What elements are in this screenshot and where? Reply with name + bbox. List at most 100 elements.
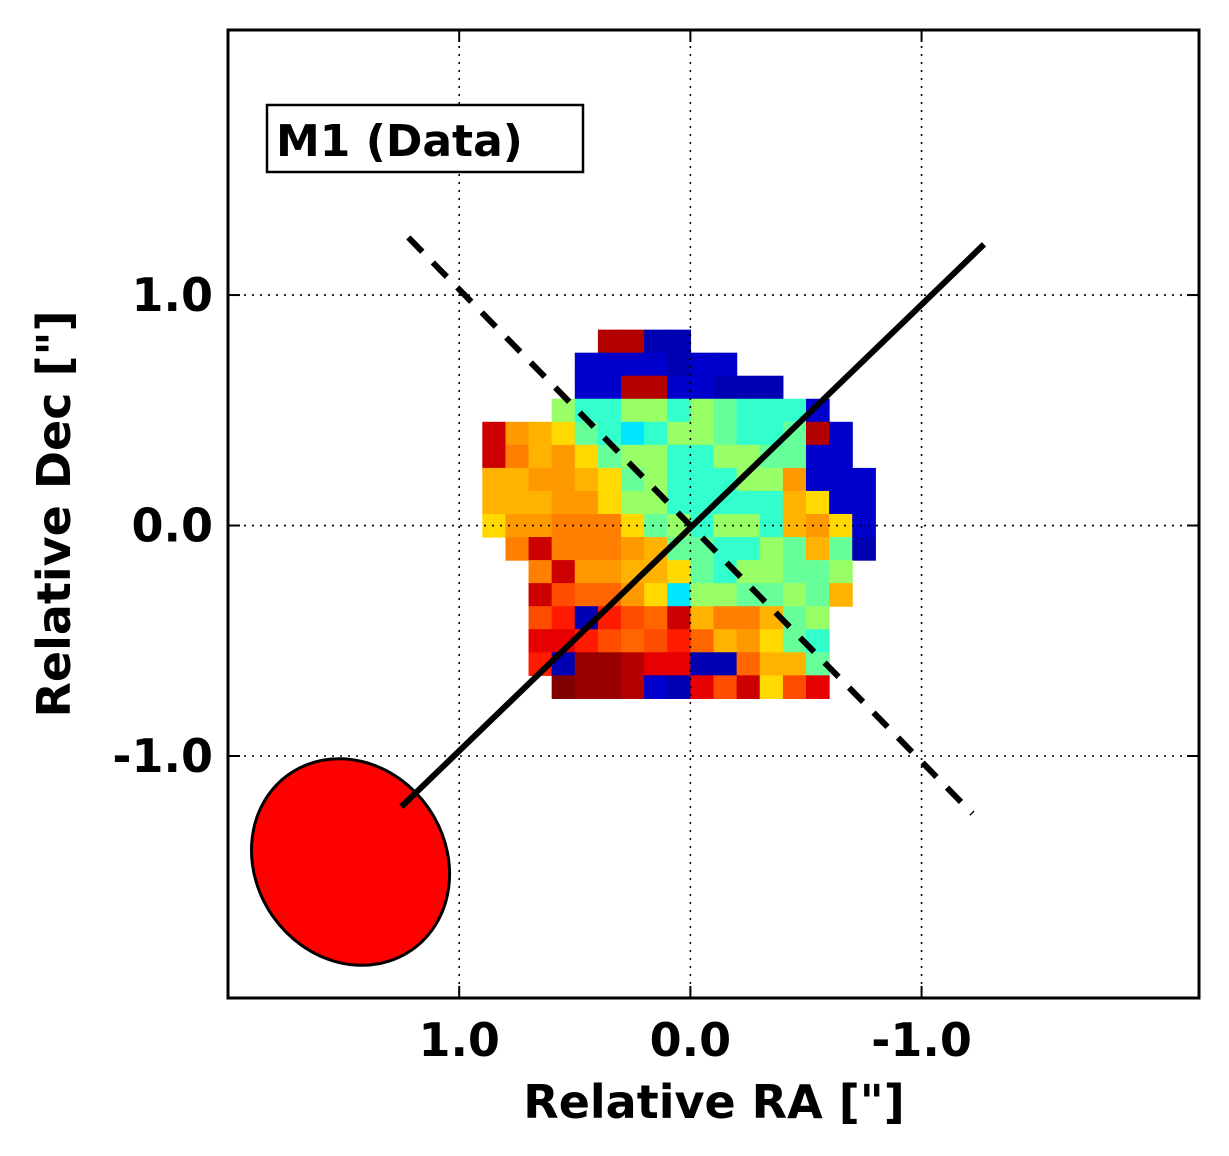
heatmap-pixel: [805, 537, 830, 561]
heatmap-pixel: [852, 467, 876, 492]
heatmap-pixel: [528, 583, 553, 607]
heatmap-pixel: [482, 421, 507, 446]
heatmap-pixel: [574, 537, 599, 561]
heatmap-pixel: [805, 675, 830, 699]
heatmap-pixel: [528, 421, 553, 446]
y-tick-label: -1.0: [112, 729, 213, 783]
heatmap-pixel: [505, 537, 530, 561]
heatmap-pixel: [736, 375, 761, 400]
heatmap-pixel: [759, 560, 784, 584]
heatmap-pixel: [736, 398, 761, 423]
heatmap-pixel: [829, 421, 853, 446]
heatmap-pixel: [782, 514, 807, 538]
heatmap-pixel: [574, 352, 599, 377]
heatmap-pixel: [690, 467, 715, 492]
heatmap-pixel: [805, 444, 830, 469]
heatmap-pixel: [621, 329, 645, 354]
beam-ellipse: [249, 757, 452, 967]
heatmap-pixel: [505, 467, 530, 492]
y-tick-label: 0.0: [132, 499, 214, 553]
heatmap-pixel: [736, 490, 761, 515]
panel-label-box: M1 (Data): [265, 103, 585, 174]
heatmap-pixel: [551, 514, 576, 538]
heatmap-pixel: [505, 444, 530, 469]
heatmap-pixel: [644, 583, 668, 607]
heatmap-pixel: [528, 629, 553, 653]
heatmap-pixel: [759, 490, 784, 515]
heatmap-pixel: [574, 444, 599, 469]
heatmap-pixel: [667, 375, 691, 400]
heatmap-pixel: [713, 675, 738, 699]
heatmap-pixel: [759, 629, 784, 653]
heatmap-pixel: [805, 490, 830, 515]
heatmap-pixel: [551, 467, 576, 492]
heatmap-pixel: [597, 629, 622, 653]
heatmap-pixel: [574, 375, 599, 400]
heatmap-pixel: [621, 490, 645, 515]
heatmap-pixel: [621, 675, 645, 699]
x-axis-label: Relative RA ["]: [523, 1075, 904, 1129]
heatmap-pixel: [597, 675, 622, 699]
grid: [228, 30, 1199, 998]
heatmap-pixel: [551, 490, 576, 515]
heatmap-pixel: [667, 444, 691, 469]
heatmap-pixel: [597, 560, 622, 584]
heatmap-pixel: [667, 352, 691, 377]
heatmap-pixel: [621, 375, 645, 400]
heatmap-pixel: [667, 467, 691, 492]
heatmap-pixel: [667, 560, 691, 584]
heatmap-pixel: [690, 583, 715, 607]
heatmap-pixel: [759, 537, 784, 561]
heatmap-pixel: [644, 352, 668, 377]
heatmap-pixel: [829, 537, 853, 561]
heatmap-pixel: [690, 375, 715, 400]
heatmap-pixel: [667, 421, 691, 446]
heatmap-pixel: [736, 560, 761, 584]
panel-label-frame: [265, 103, 585, 174]
minor-axis-line: [406, 235, 975, 816]
heatmap-pixel: [621, 421, 645, 446]
heatmap-pixel: [644, 398, 668, 423]
heatmap-pixel: [644, 606, 668, 630]
heatmap-pixel: [667, 675, 691, 699]
panel-label: M1 (Data): [276, 116, 523, 167]
heatmap-pixel: [667, 583, 691, 607]
heatmap-pixel: [759, 398, 784, 423]
heatmap-pixel: [597, 467, 622, 492]
heatmap-pixel: [528, 560, 553, 584]
heatmap-pixel: [597, 490, 622, 515]
heatmap-pixel: [690, 675, 715, 699]
heatmap-pixel: [551, 560, 576, 584]
heatmap-pixel: [505, 421, 530, 446]
heatmap-pixel: [551, 675, 576, 699]
heatmap-pixel: [644, 629, 668, 653]
heatmap-pixel: [852, 490, 876, 515]
heatmap-pixel: [667, 652, 691, 676]
ticks: 1.0 0.0 -1.0 1.0 0.0 -1.0: [112, 30, 1199, 1067]
heatmap-pixel: [644, 444, 668, 469]
beam-ellipse-group: [249, 757, 452, 967]
heatmap-pixel: [482, 514, 507, 538]
heatmap-pixel: [621, 652, 645, 676]
heatmap-pixel: [829, 583, 853, 607]
heatmap-pixel: [805, 398, 830, 423]
heatmap-pixel: [805, 606, 830, 630]
heatmap-pixel: [574, 490, 599, 515]
x-tick-label: 0.0: [650, 1013, 732, 1067]
heatmap-pixel: [829, 560, 853, 584]
heatmap-pixel: [597, 537, 622, 561]
heatmap-pixel: [528, 606, 553, 630]
heatmap-pixel: [782, 537, 807, 561]
heatmap-pixel: [528, 467, 553, 492]
heatmap-pixel: [644, 652, 668, 676]
heatmap-pixel: [713, 421, 738, 446]
y-axis-label: Relative Dec ["]: [27, 310, 81, 717]
heatmap-pixel: [782, 675, 807, 699]
heatmap-pixel: [621, 398, 645, 423]
heatmap-pixel: [597, 514, 622, 538]
heatmap-pixel: [782, 652, 807, 676]
heatmap-pixel: [759, 514, 784, 538]
heatmap-pixel: [551, 444, 576, 469]
heatmap-pixel: [713, 606, 738, 630]
